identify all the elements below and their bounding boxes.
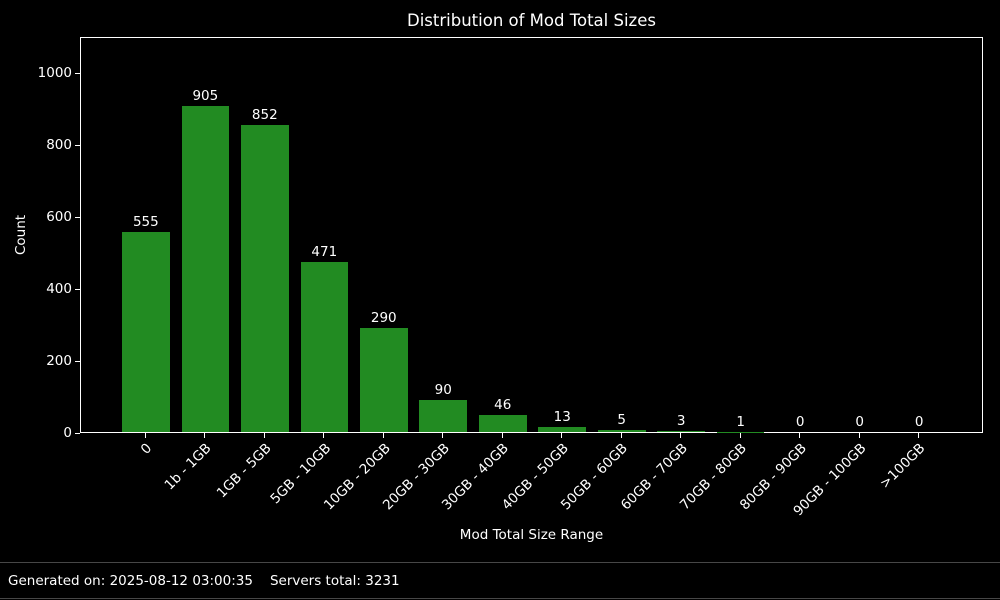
bar-value-label: 852 (251, 107, 278, 124)
x-tick-label: >100GB (877, 440, 929, 492)
y-tick-label: 200 (46, 353, 72, 369)
bar-value-label: 5 (617, 412, 627, 429)
x-tick-label: 1GB - 5GB (213, 440, 275, 502)
x-tick-mark (144, 433, 146, 438)
x-tick-mark (323, 433, 325, 438)
plot-area: 555 905 852 471 290 90 46 13 5 3 1 0 0 0 (80, 37, 983, 433)
bottom-edge-line (0, 598, 1000, 599)
footer: Generated on: 2025-08-12 03:00:35 Servers… (8, 573, 400, 589)
x-tick-label: 1b - 1GB (161, 440, 215, 494)
bar-value-label: 905 (192, 88, 219, 105)
y-tick-label: 0 (63, 425, 72, 441)
x-tick-mark (799, 433, 801, 438)
x-axis-label: Mod Total Size Range (459, 527, 604, 543)
bar-value-label: 0 (855, 414, 864, 430)
bar-value-label: 46 (494, 397, 512, 414)
footer-separator (0, 562, 1000, 563)
x-tick-mark (561, 433, 563, 438)
bar (538, 427, 587, 432)
bar (300, 262, 349, 432)
bar (478, 415, 527, 432)
bar-value-label: 90 (434, 381, 452, 398)
bar-value-label: 555 (132, 214, 159, 231)
x-tick-mark (858, 433, 860, 438)
x-tick-mark (739, 433, 741, 438)
x-tick-mark (680, 433, 682, 438)
x-tick-mark (918, 433, 920, 438)
y-tick-label: 400 (46, 281, 72, 297)
x-tick-mark (263, 433, 265, 438)
y-tick-mark (75, 72, 80, 74)
y-tick-label: 600 (46, 209, 72, 225)
y-tick-mark (75, 360, 80, 362)
x-tick-mark (204, 433, 206, 438)
y-tick-mark (75, 432, 80, 434)
bar (241, 125, 289, 432)
bar (122, 232, 170, 432)
x-tick-mark (442, 433, 444, 438)
bar-value-label: 1 (736, 413, 745, 430)
x-tick-label: 0 (138, 440, 156, 458)
x-tick-mark (501, 433, 503, 438)
bar-value-label: 290 (370, 309, 397, 326)
bar (419, 399, 468, 432)
y-tick-label: 800 (46, 137, 72, 153)
footer-generated-text: Generated on: 2025-08-12 03:00:35 (8, 573, 253, 589)
bar-value-label: 0 (914, 414, 924, 430)
footer-servers-total-text: Servers total: 3231 (269, 573, 400, 589)
y-tick-mark (75, 216, 80, 218)
bar (359, 327, 408, 432)
y-tick-mark (75, 144, 80, 146)
bar-value-label: 471 (311, 244, 338, 261)
bar-value-label: 0 (795, 414, 805, 430)
x-tick-mark (620, 433, 622, 438)
y-tick-mark (75, 288, 80, 290)
bar-value-label: 3 (676, 412, 686, 429)
chart-title: Distribution of Mod Total Sizes (407, 11, 656, 30)
bar-value-label: 13 (553, 409, 571, 426)
y-tick-label: 1000 (37, 65, 72, 81)
bar (597, 430, 646, 432)
bar (181, 106, 230, 432)
bar (657, 430, 705, 432)
x-tick-mark (382, 433, 384, 438)
